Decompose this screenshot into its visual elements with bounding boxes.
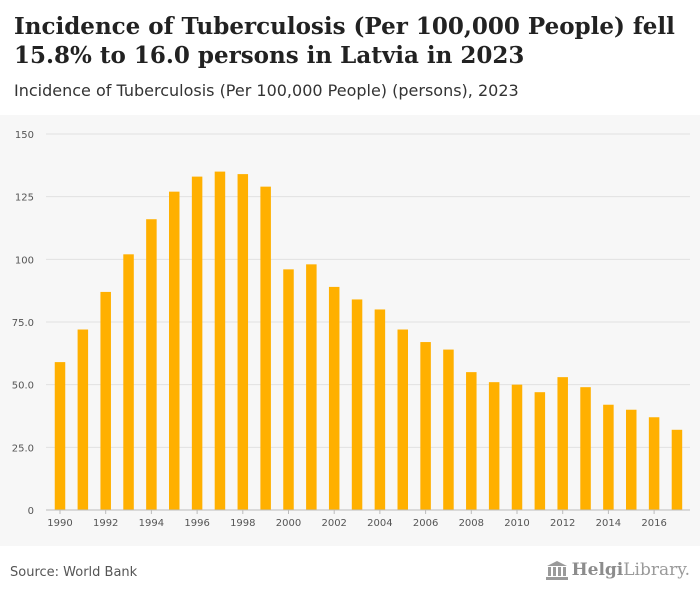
bar-chart: 0 25.0 50.0 75.0 100 125 150 1990 1992 1994 1996 19… [12, 130, 690, 529]
x-tick-label: 2000 [276, 518, 301, 529]
bar-2013 [580, 387, 591, 510]
x-tick-label: 2016 [641, 518, 666, 529]
bar-1998 [237, 174, 249, 510]
bar-1991 [77, 329, 89, 510]
y-tick-label: 0 [28, 506, 34, 517]
logo-text-rest: Library. [623, 560, 690, 580]
bar-2014 [603, 404, 614, 510]
y-tick-label: 125 [15, 193, 34, 204]
bar-1993 [123, 254, 134, 510]
footer: Source: World Bank HelgiLibrary. [0, 546, 700, 596]
bar-2007 [443, 349, 454, 510]
bar-2016 [648, 417, 660, 510]
bar-2009 [488, 382, 500, 510]
bar-1994 [146, 219, 157, 510]
bar-2015 [626, 409, 637, 510]
bar-2008 [466, 372, 477, 510]
bar-2012 [557, 377, 568, 510]
x-tick-label: 2010 [504, 518, 529, 529]
y-tick-label: 100 [15, 255, 34, 266]
bar-2017 [671, 429, 683, 510]
bar-1990 [54, 362, 66, 510]
bar-2010 [511, 384, 523, 510]
bar-2004 [374, 309, 386, 510]
logo-text-bold: Helgi [571, 560, 624, 580]
x-tick-label: 2006 [413, 518, 438, 529]
helgi-library-logo[interactable]: HelgiLibrary. [545, 560, 690, 580]
x-tick-label: 2014 [596, 518, 621, 529]
source-note: Source: World Bank [10, 565, 138, 580]
x-tick-label: 1992 [93, 518, 118, 529]
y-tick-label: 50.0 [12, 381, 34, 392]
bar-2011 [534, 392, 546, 510]
bar-1992 [100, 291, 111, 510]
chart-title: Incidence of Tuberculosis (Per 100,000 P… [14, 13, 675, 69]
x-tick-label: 2008 [459, 518, 484, 529]
bar-2003 [351, 299, 363, 510]
y-tick-label: 150 [15, 130, 34, 141]
x-tick-label: 1996 [184, 518, 209, 529]
bar-2000 [283, 269, 294, 510]
bar-2002 [328, 286, 340, 510]
x-tick-label: 2002 [321, 518, 346, 529]
library-building-icon [545, 561, 568, 580]
y-tick-label: 75.0 [12, 318, 34, 329]
chart-subtitle: Incidence of Tuberculosis (Per 100,000 P… [14, 81, 519, 100]
bar-2005 [397, 329, 408, 510]
x-tick-label: 1990 [47, 518, 72, 529]
bar-1999 [260, 186, 271, 510]
y-tick-label: 25.0 [12, 443, 34, 454]
bar-2001 [306, 264, 317, 510]
bar-2006 [420, 342, 431, 510]
x-tick-label: 2012 [550, 518, 575, 529]
x-tick-label: 2004 [367, 518, 392, 529]
bar-1996 [191, 176, 203, 510]
x-tick-label: 1998 [230, 518, 255, 529]
bar-1997 [214, 171, 226, 510]
bar-1995 [169, 191, 180, 511]
x-tick-label: 1994 [139, 518, 164, 529]
